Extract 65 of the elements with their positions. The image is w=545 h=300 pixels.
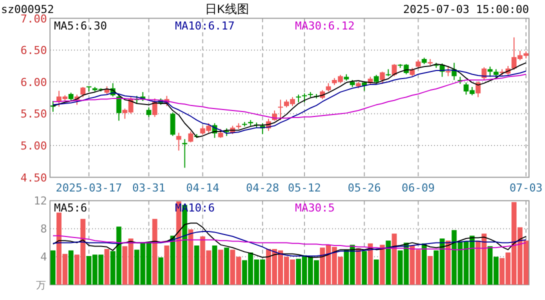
y-tick-label: 12 — [34, 194, 47, 208]
bar — [356, 248, 361, 285]
bar — [428, 256, 433, 285]
text: MA30:6.12 — [295, 19, 355, 32]
line-series — [52, 74, 527, 119]
candlestick — [176, 132, 182, 152]
y-tick-label: 6.00 — [20, 76, 47, 89]
y-tick-label: 4.50 — [20, 171, 47, 184]
bar — [104, 249, 110, 285]
x-tick-label: 06-09 — [402, 181, 435, 194]
candlestick — [146, 106, 152, 118]
candlestick — [494, 68, 499, 80]
bar — [374, 260, 379, 285]
bar — [368, 243, 373, 285]
candlestick — [152, 98, 158, 118]
candlestick — [278, 99, 284, 121]
candlestick — [188, 131, 194, 143]
chart-subtitle: 日K线图 — [205, 2, 250, 16]
candlestick — [116, 94, 122, 122]
y-tick-label: 6.50 — [20, 44, 47, 58]
bar — [422, 243, 427, 285]
bar — [194, 246, 200, 285]
bar — [152, 218, 158, 285]
bar — [392, 234, 397, 285]
text: MA5:6 — [54, 202, 88, 215]
x-tick-label: 04-28 — [246, 181, 280, 194]
candlestick — [446, 66, 451, 77]
x-tick-label: 05-12 — [288, 181, 322, 194]
bar — [188, 229, 194, 285]
bar — [164, 246, 170, 285]
bar — [380, 244, 385, 285]
x-tick-label: 05-26 — [348, 181, 381, 194]
candlestick — [170, 112, 176, 136]
line-series — [52, 231, 527, 256]
y-tick-label: 5.00 — [20, 140, 47, 152]
bar — [212, 246, 218, 285]
bar — [68, 250, 74, 285]
x-tick-label: 04-14 — [186, 181, 220, 194]
x-tick-label: 07-03 — [509, 181, 543, 194]
candlestick — [476, 80, 481, 98]
bar — [224, 248, 230, 285]
bar — [50, 250, 56, 285]
line-series — [52, 222, 527, 258]
x-tick-label: 2025-03-17 — [56, 181, 122, 194]
text: MA10:6.17 — [175, 19, 235, 32]
bar — [158, 257, 164, 285]
x-tick-label: 03-31 — [132, 181, 166, 194]
candlestick — [392, 64, 397, 77]
line-series — [52, 235, 527, 250]
candlestick — [488, 66, 493, 78]
y-tick-label: 4 — [40, 250, 48, 264]
text: 2025-07-03 15:00:00 — [403, 3, 529, 16]
bar — [362, 251, 367, 285]
bar — [170, 236, 176, 285]
y-tick-label: 8 — [40, 222, 47, 236]
text: MA5:6.30 — [54, 19, 107, 32]
bar — [446, 240, 451, 285]
candlestick — [296, 94, 301, 103]
y-axis-title: 万 — [36, 280, 46, 292]
y-tick-label: 5.50 — [20, 108, 47, 121]
bar — [386, 240, 391, 285]
candlestick — [380, 71, 385, 84]
candlestick — [80, 86, 86, 98]
bar — [218, 250, 224, 285]
text: MA30:5 — [295, 202, 335, 215]
